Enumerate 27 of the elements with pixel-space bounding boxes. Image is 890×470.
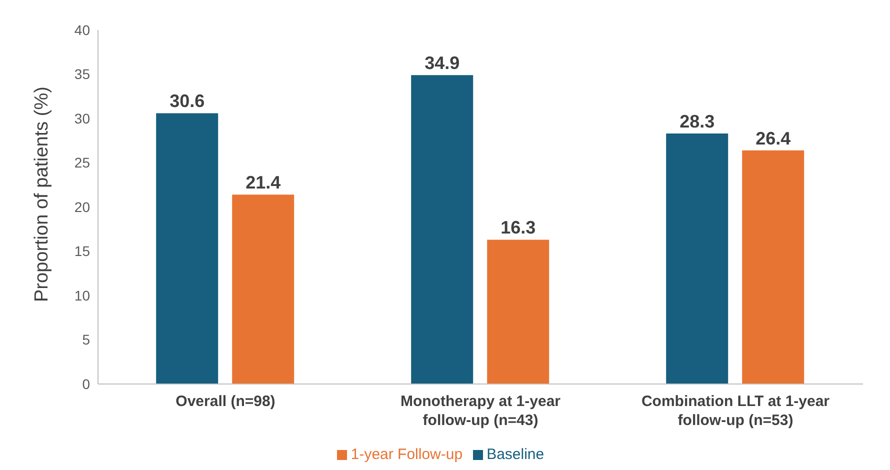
bar [666,134,728,384]
x-tick-label: Combination LLT at 1-year follow-up (n=53) [641,393,830,429]
y-tick-label: 15 [74,243,90,260]
data-label: 30.6 [170,91,205,112]
bar [156,113,218,384]
legend-label: 1-year Follow-up [350,446,463,463]
y-tick-label: 25 [74,154,90,171]
data-label: 28.3 [680,112,715,132]
bar [232,194,294,384]
y-tick-label: 40 [74,22,90,38]
data-label: 34.9 [424,53,460,74]
x-tick-label: Monotherapy at 1-year follow-up (n=43) [400,393,561,429]
y-tick-label: 30 [74,110,90,126]
bar [411,75,474,384]
data-label: 26.4 [756,128,791,148]
bar [487,240,550,384]
x-tick-label: Overall (n=98) [176,393,276,410]
y-tick-label: 35 [74,66,90,82]
y-tick-label: 5 [82,332,90,348]
legend-label: Baseline [486,446,544,463]
data-label: 21.4 [246,172,281,193]
y-tick-label: 0 [82,376,90,392]
y-axis-title: Proportion of patients (%) [32,86,53,302]
y-tick-label: 20 [74,198,90,215]
data-label: 16.3 [500,218,536,238]
y-tick-label: 10 [74,287,90,304]
bar [742,150,804,384]
